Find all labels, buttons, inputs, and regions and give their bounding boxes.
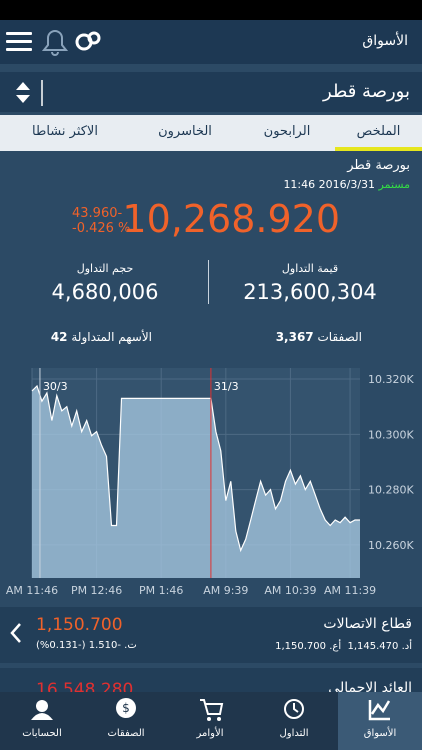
nav-icons: $ xyxy=(31,698,391,721)
sector-range: أد. 1,145.470 أع. 1,150.700 xyxy=(275,641,412,652)
day-label: 31/3 xyxy=(214,380,239,393)
page-title: الأسواق xyxy=(362,33,408,49)
stat-value: 3,367 xyxy=(275,330,314,344)
index-value: 10,268.920 xyxy=(122,197,340,241)
market-selector[interactable]: بورصة قطر xyxy=(0,72,422,112)
bottom-nav: $ الحسابات الصفقات الأوامر التداول الأسو… xyxy=(0,692,422,750)
intraday-chart: 10.320K 10.300K 10.280K 10.260K AM 11:46 PM 1… xyxy=(6,368,414,597)
bell-icon[interactable] xyxy=(41,30,69,56)
status-bar xyxy=(0,0,422,20)
status: مستمر xyxy=(378,178,410,191)
sector-name: قطاع الاتصالات xyxy=(323,616,412,632)
tab[interactable]: الملخص xyxy=(356,124,401,139)
nav-item[interactable]: الأوامر xyxy=(196,728,224,739)
traded-stocks: الأسهم المتداولة 42 xyxy=(51,330,152,344)
menu-icon[interactable] xyxy=(6,32,32,35)
top-icons xyxy=(6,30,101,56)
stat-label: الأسهم المتداولة xyxy=(71,330,152,344)
stat-value: 213,600,304 xyxy=(243,280,377,304)
stat-value: 4,680,006 xyxy=(51,280,159,304)
nav-item[interactable]: التداول xyxy=(279,728,309,739)
index-change: 43.960- -0.426 % xyxy=(72,206,130,236)
sector-row[interactable]: 1,150.700 ت. -1.510 (-0.131%) قطاع الاتص… xyxy=(0,607,422,663)
y-tick-label: 10.320K xyxy=(368,373,414,386)
change-points: 43.960- xyxy=(72,206,123,221)
x-tick-label: PM 12:46 xyxy=(71,584,122,597)
stat-label: الصفقات xyxy=(317,330,363,344)
x-tick-label: AM 11:39 xyxy=(324,584,376,597)
sector-change: ت. -1.510 (-0.131%) xyxy=(36,640,137,651)
deals: الصفقات 3,367 xyxy=(276,330,362,344)
nav-item[interactable]: الأسواق xyxy=(363,728,397,739)
active-nav-bg xyxy=(338,692,422,750)
sector-value: 1,150.700 xyxy=(36,615,123,635)
stat-label: حجم التداول xyxy=(76,262,134,275)
x-tick-label: AM 11:46 xyxy=(6,584,58,597)
svg-text:$: $ xyxy=(122,701,130,715)
chevron xyxy=(10,623,21,643)
area-line xyxy=(31,384,360,553)
top-bar: الأسواق xyxy=(0,20,422,64)
summary-market: بورصة قطر xyxy=(347,158,410,173)
high: أع. 1,150.700 xyxy=(275,641,342,652)
tab[interactable]: الاكثر نشاطا xyxy=(32,124,98,139)
divider xyxy=(208,260,209,304)
area-fill xyxy=(32,386,360,578)
tab[interactable]: الرابحون xyxy=(263,124,311,139)
timestamp: 2016/3/31 11:46 xyxy=(283,178,376,191)
y-tick-label: 10.300K xyxy=(368,428,414,441)
nav-item[interactable]: الصفقات xyxy=(107,728,145,739)
y-tick-label: 10.280K xyxy=(368,484,414,497)
y-tick-label: 10.260K xyxy=(368,539,414,552)
sort-icon xyxy=(16,80,43,106)
stat-label: قيمة التداول xyxy=(281,262,339,275)
tab-row: الملخص الرابحون الخاسرون الاكثر نشاطا xyxy=(0,115,422,151)
change-percent: -0.426 % xyxy=(72,221,131,236)
market-name: بورصة قطر xyxy=(323,81,410,102)
day-label: 30/3 xyxy=(43,380,68,393)
active-tab-indicator xyxy=(335,147,422,151)
x-tick-label: PM 1:46 xyxy=(139,584,183,597)
stat-value: 42 xyxy=(50,330,68,344)
x-tick-label: AM 10:39 xyxy=(264,584,316,597)
tab[interactable]: الخاسرون xyxy=(158,124,212,139)
x-tick-label: AM 9:39 xyxy=(203,584,248,597)
low: أد. 1,145.470 xyxy=(347,641,413,652)
nav-item[interactable]: الحسابات xyxy=(22,728,62,739)
summary-time: مستمر 2016/3/31 11:46 xyxy=(283,178,410,191)
